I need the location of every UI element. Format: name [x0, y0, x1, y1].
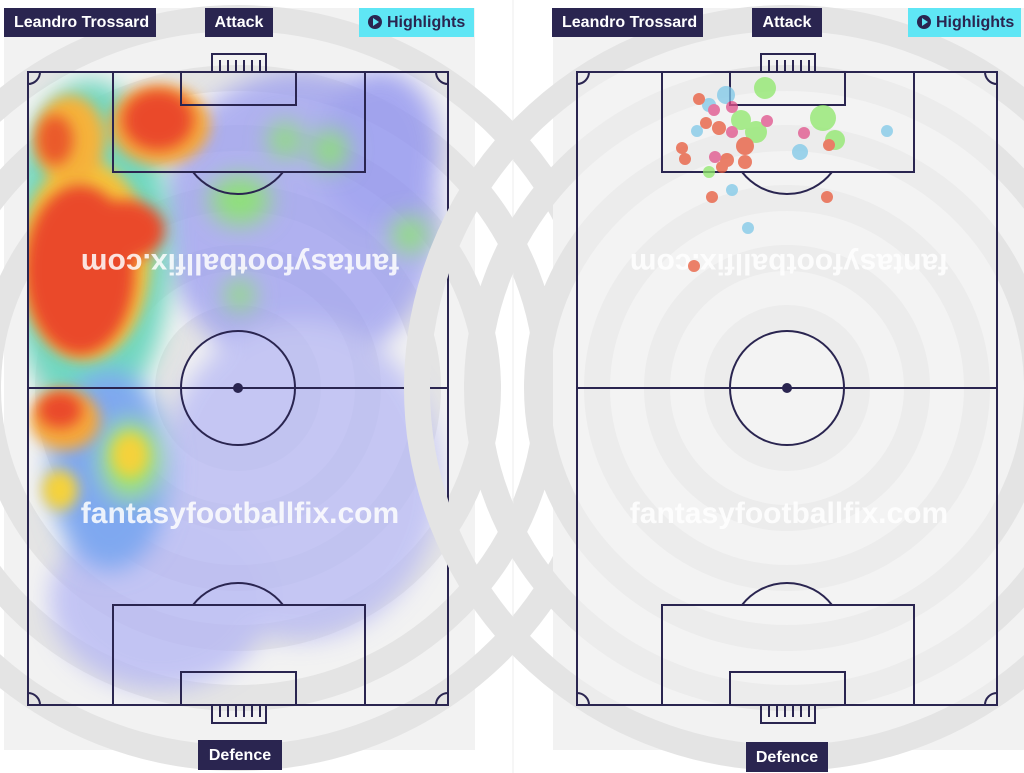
watermark: fantasyfootballfix.com — [630, 497, 948, 530]
player-tag — [4, 8, 156, 37]
attack-label: Attack — [763, 14, 812, 31]
heatmap — [28, 72, 440, 690]
button-label[interactable]: Highlights — [936, 14, 1014, 31]
attack-tag — [752, 8, 822, 37]
button-label[interactable]: Highlights — [387, 14, 465, 31]
attack-tag — [205, 8, 273, 37]
heatmap-panel: fantasyfootballfix.com fantasyfootballfi… — [0, 8, 608, 770]
watermark: fantasyfootballfix.com — [81, 247, 399, 280]
highlights-button[interactable]: Highlights — [908, 8, 1021, 37]
watermark: fantasyfootballfix.com — [81, 497, 399, 530]
shotmap-panel: fantasyfootballfix.com fantasyfootballfi… — [417, 8, 1024, 772]
watermark: fantasyfootballfix.com — [630, 247, 948, 280]
shots — [676, 77, 893, 272]
highlights-button[interactable]: Highlights — [359, 8, 474, 37]
player-name: Leandro Trossard — [14, 14, 149, 31]
defence-label: Defence — [209, 747, 271, 764]
attack-label: Attack — [215, 14, 264, 31]
defence-tag — [198, 740, 282, 770]
defence-tag — [746, 742, 828, 772]
defence-label: Defence — [756, 749, 818, 766]
player-name: Leandro Trossard — [562, 14, 697, 31]
player-tag — [552, 8, 703, 37]
